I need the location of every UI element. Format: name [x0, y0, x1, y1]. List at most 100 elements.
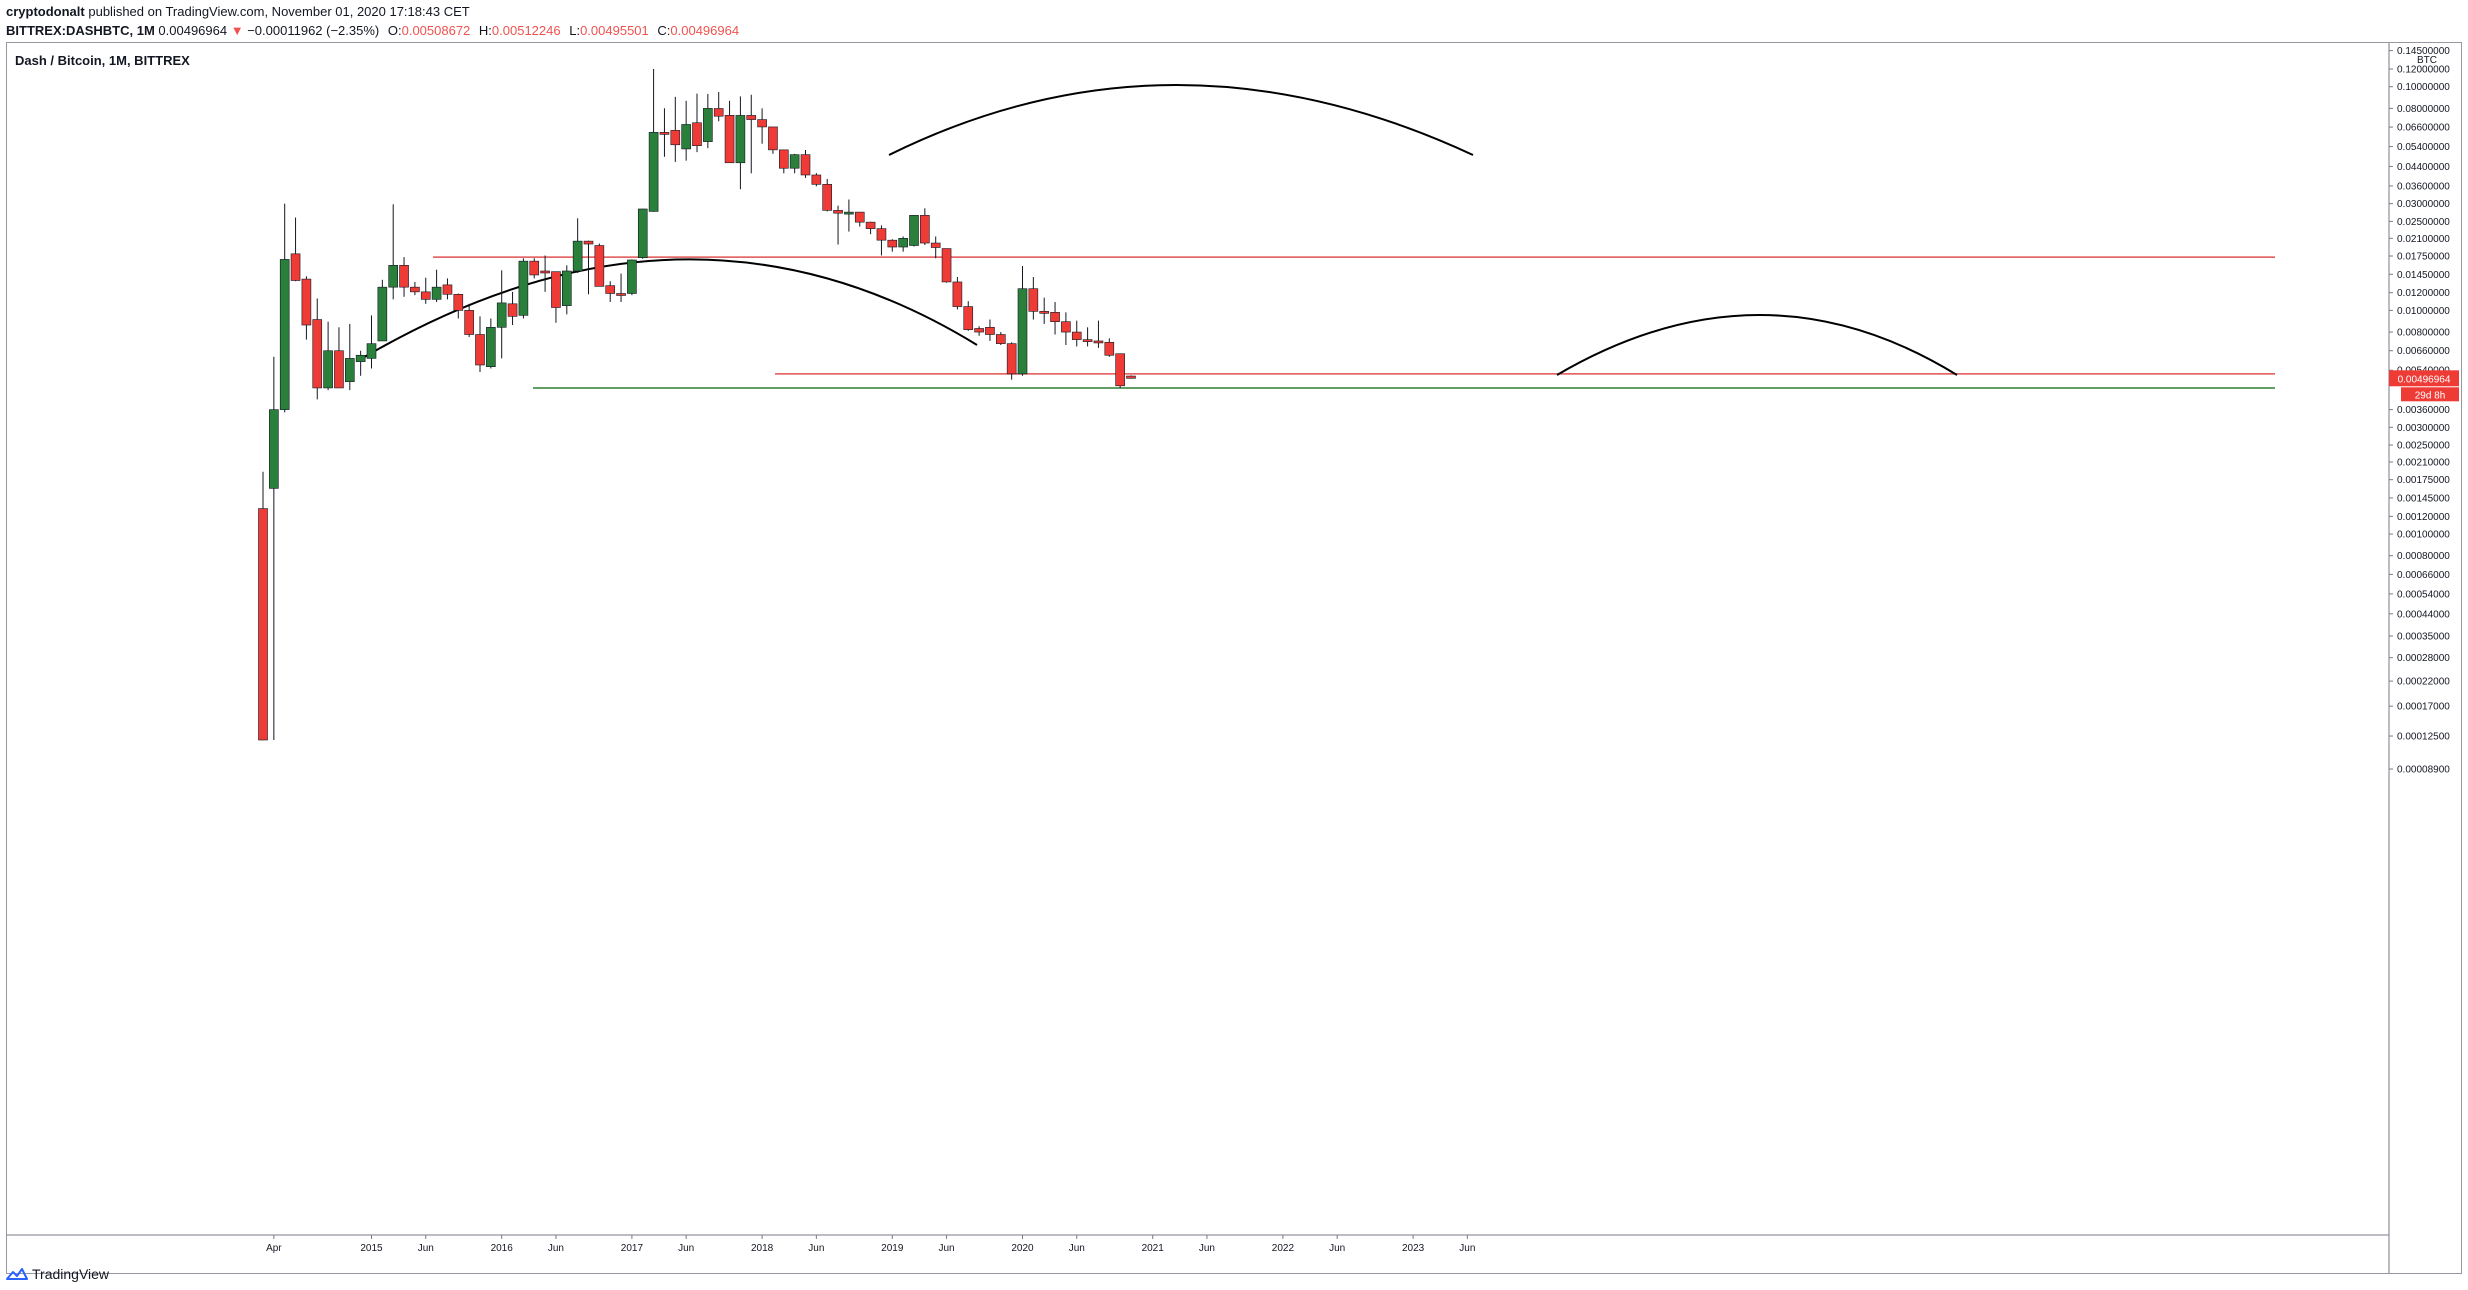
bullish-candle: [279, 259, 290, 410]
price-chart[interactable]: 0.14500000 0.12000000 0.10000000 0.08000000…: [7, 43, 2461, 1273]
time-tick-label: 2018: [751, 1243, 774, 1254]
time-tick-label: Jun: [1199, 1243, 1215, 1254]
bullish-candle: [637, 208, 648, 258]
bearish-candle: [963, 306, 974, 330]
tradingview-brand[interactable]: TradingView: [32, 1266, 110, 1282]
price-tick-label: 0.01450000: [2397, 270, 2450, 281]
price-tick-label: 0.12000000: [2397, 65, 2450, 76]
bearish-candle: [995, 334, 1006, 344]
bearish-candle: [854, 211, 865, 223]
price-tick-label: 0.03000000: [2397, 199, 2450, 210]
bullish-candle: [355, 354, 366, 362]
time-tick-label: 2015: [360, 1243, 383, 1254]
price-tick-label: 0.01750000: [2397, 252, 2450, 263]
bearish-candle: [1082, 339, 1093, 342]
low-label: L:: [569, 23, 581, 38]
bullish-candle: [898, 238, 908, 248]
publish-line: cryptodonalt published on TradingView.co…: [6, 2, 2462, 21]
bearish-candle: [974, 328, 984, 333]
price-tick-label: 0.00175000: [2397, 475, 2450, 486]
time-tick-label: Jun: [1069, 1243, 1085, 1254]
bullish-candle: [735, 115, 746, 164]
price-tick-label: 0.05400000: [2397, 142, 2450, 153]
last-price-label: 0.00496964: [2398, 374, 2451, 385]
time-tick-label: 2021: [1142, 1243, 1165, 1254]
countdown-label: 29d 8h: [2415, 390, 2446, 401]
price-tick-label: 0.00035000: [2397, 632, 2450, 643]
last-price: 0.00496964: [158, 23, 228, 38]
countdown-tag: [2401, 387, 2459, 402]
price-tick-label: 0.00800000: [2397, 328, 2450, 339]
bearish-candle: [670, 130, 681, 146]
bearish-candle: [865, 221, 876, 229]
bearish-candle: [800, 154, 811, 176]
chart-frame[interactable]: 0.14500000 0.12000000 0.10000000 0.08000000…: [6, 42, 2462, 1274]
bullish-candle: [648, 132, 659, 212]
bullish-candle: [789, 154, 800, 169]
bearish-candle: [692, 122, 702, 146]
bearish-candle: [757, 119, 767, 128]
time-tick-label: 2020: [1011, 1243, 1034, 1254]
price-tick-label: 0.04400000: [2397, 162, 2450, 173]
time-tick-label: 2016: [491, 1243, 514, 1254]
bearish-candle: [1093, 340, 1104, 344]
open-label: O:: [387, 23, 402, 38]
chart-header: cryptodonalt published on TradingView.co…: [6, 2, 2462, 42]
price-tick-label: 0.14500000: [2397, 46, 2450, 57]
bullish-candle: [844, 211, 854, 215]
bullish-candle: [496, 302, 507, 328]
bearish-candle: [811, 174, 822, 185]
price-tick-label: 0.06600000: [2397, 123, 2450, 134]
bullish-candle: [344, 358, 355, 382]
bullish-candle: [366, 343, 377, 359]
price-tick-label: 0.01000000: [2397, 306, 2450, 317]
bullish-candle: [703, 108, 713, 142]
change-down-icon: ▼: [230, 23, 244, 38]
bullish-candle: [269, 409, 279, 489]
price-tick-label: 0.03600000: [2397, 181, 2450, 192]
bearish-candle: [1039, 311, 1049, 314]
bearish-candle: [822, 184, 833, 211]
bearish-candle: [887, 239, 898, 248]
bearish-candle: [529, 260, 540, 276]
bearish-candle: [920, 215, 930, 244]
high-value: 0.00512246: [491, 23, 561, 38]
bullish-candle: [431, 286, 442, 300]
bullish-candle: [572, 240, 583, 272]
time-tick-label: Jun: [418, 1243, 434, 1254]
time-tick-label: 2019: [881, 1243, 904, 1254]
price-change: −0.00011962 (−2.35%): [247, 23, 380, 38]
bearish-candle: [464, 310, 474, 335]
bearish-candle: [778, 149, 789, 169]
bearish-candle: [507, 303, 518, 317]
time-tick-label: 2023: [1402, 1243, 1425, 1254]
tradingview-logo-icon[interactable]: [6, 1267, 28, 1281]
price-tick-label: 0.00300000: [2397, 423, 2450, 434]
bearish-candle: [594, 245, 605, 287]
bearish-candle: [312, 319, 323, 389]
low-value: 0.00495501: [580, 23, 649, 38]
bearish-candle: [420, 291, 431, 300]
time-tick-label: Jun: [808, 1243, 824, 1254]
bearish-candle: [1071, 331, 1082, 340]
price-axis-unit: BTC: [2417, 55, 2437, 66]
chart-title: Dash / Bitcoin, 1M, BITTREX: [15, 53, 190, 68]
price-tick-label: 0.00044000: [2397, 609, 2450, 620]
high-label: H:: [478, 23, 492, 38]
bearish-candle: [1050, 312, 1060, 322]
bullish-candle: [561, 270, 572, 306]
bearish-candle: [1115, 353, 1125, 387]
close-label: C:: [657, 23, 671, 38]
bearish-candle: [833, 210, 843, 214]
bearish-candle: [876, 228, 887, 241]
bearish-candle: [1104, 341, 1115, 356]
bearish-candle: [1061, 321, 1071, 333]
symbol-name: BITTREX:DASHBTC, 1M: [6, 23, 155, 38]
bearish-candle: [410, 286, 420, 293]
time-tick-label: 2017: [621, 1243, 644, 1254]
publisher-name[interactable]: cryptodonalt: [6, 4, 85, 19]
bearish-candle: [258, 508, 268, 741]
bearish-candle: [475, 334, 485, 366]
price-tick-label: 0.01200000: [2397, 288, 2450, 299]
bearish-candle: [713, 108, 724, 117]
